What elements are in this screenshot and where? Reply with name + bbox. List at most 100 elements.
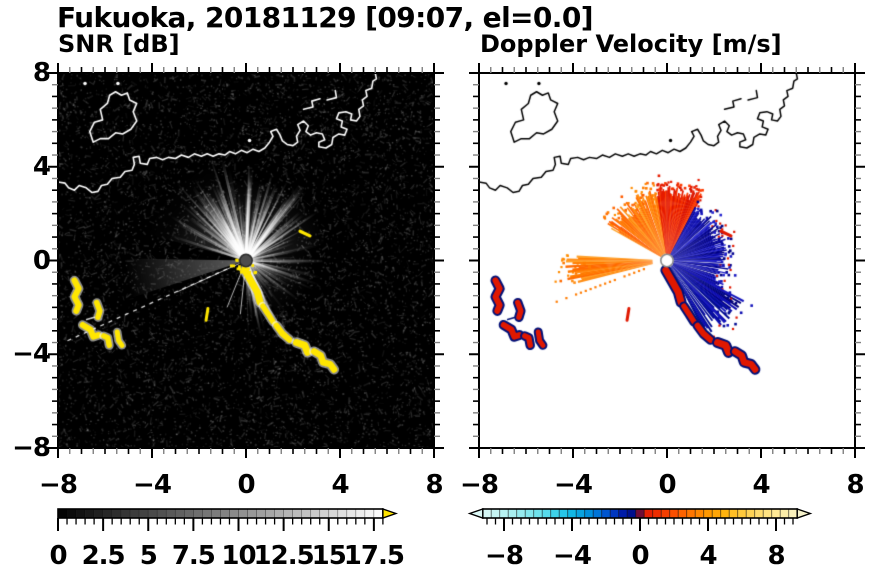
- snr-colorbar-segment: [364, 508, 375, 519]
- snr-colorbar-segment: [292, 508, 303, 519]
- velocity-colorbar-segment: [558, 508, 569, 519]
- velocity-colorbar-segment: [686, 508, 696, 519]
- snr-colorbar-segment: [193, 508, 203, 519]
- snr-colorbar-segment: [202, 508, 212, 519]
- x-tick-label: 0: [658, 470, 676, 500]
- panel-title-snr: SNR [dB]: [58, 30, 180, 58]
- velocity-colorbar-segment: [762, 508, 773, 519]
- snr-colorbar-segment: [57, 508, 68, 519]
- velocity-colorbar-segment: [550, 508, 560, 519]
- snr-colorbar-label: 7.5: [171, 541, 216, 570]
- snr-colorbar-segment: [66, 508, 77, 519]
- snr-colorbar-segment: [238, 508, 248, 519]
- snr-colorbar-segment: [301, 508, 312, 519]
- velocity-colorbar-left-arrow: [467, 508, 484, 519]
- snr-colorbar-label: 15: [311, 541, 347, 570]
- doppler-plot-canvas: [479, 73, 855, 448]
- velocity-colorbar-segment: [677, 508, 688, 519]
- doppler-panel: [479, 73, 855, 448]
- velocity-colorbar-segment: [737, 508, 747, 519]
- y-tick-label: 8: [32, 58, 51, 88]
- snr-colorbar-segment: [174, 508, 185, 519]
- velocity-colorbar-segment: [507, 508, 518, 519]
- velocity-colorbar-outline: [481, 508, 799, 519]
- velocity-colorbar-segment: [533, 508, 543, 519]
- snr-colorbar-label: 12.5: [253, 541, 315, 570]
- x-tick-label: 8: [425, 470, 443, 500]
- velocity-colorbar-segment: [711, 508, 722, 519]
- snr-colorbar-segment: [138, 508, 149, 519]
- snr-colorbar-segment: [337, 508, 348, 519]
- snr-colorbar-segment: [184, 508, 194, 519]
- snr-colorbar-segment: [147, 508, 158, 519]
- x-tick-label: −4: [133, 470, 172, 500]
- velocity-colorbar-segment: [609, 508, 620, 519]
- velocity-colorbar-segment: [626, 508, 637, 519]
- snr-colorbar-overflow-arrow: [382, 508, 399, 519]
- snr-colorbar-segment: [165, 508, 176, 519]
- velocity-colorbar-segment: [584, 508, 594, 519]
- snr-colorbar-segment: [247, 508, 257, 519]
- velocity-colorbar-segment: [618, 508, 628, 519]
- snr-colorbar-segment: [156, 508, 167, 519]
- figure-title: Fukuoka, 20181129 [09:07, el=0.0]: [57, 1, 594, 34]
- velocity-colorbar-label: −8: [485, 541, 524, 570]
- snr-colorbar-segment: [274, 508, 284, 519]
- snr-colorbar-segment: [256, 508, 266, 519]
- snr-colorbar-segment: [211, 508, 221, 519]
- snr-colorbar-segment: [75, 508, 86, 519]
- velocity-colorbar-segment: [635, 508, 645, 519]
- velocity-colorbar-segment: [499, 508, 509, 519]
- snr-colorbar-segment: [283, 508, 293, 519]
- velocity-colorbar-segment: [754, 508, 764, 519]
- snr-colorbar-segment: [111, 508, 122, 519]
- snr-colorbar-segment: [355, 508, 366, 519]
- velocity-colorbar-segment: [745, 508, 756, 519]
- snr-colorbar-segment: [346, 508, 357, 519]
- snr-colorbar-outline: [57, 508, 384, 519]
- velocity-colorbar-segment: [516, 508, 526, 519]
- x-tick-label: −8: [39, 470, 78, 500]
- velocity-colorbar-segment: [771, 508, 781, 519]
- snr-colorbar-label: 0: [49, 541, 67, 570]
- y-tick-label: −8: [12, 433, 51, 463]
- velocity-colorbar-segment: [643, 508, 654, 519]
- snr-colorbar-label: 2.5: [81, 541, 126, 570]
- snr-colorbar-label: 17.5: [343, 541, 405, 570]
- velocity-colorbar-segment: [652, 508, 662, 519]
- velocity-colorbar-segment: [728, 508, 739, 519]
- panel-title-doppler: Doppler Velocity [m/s]: [480, 30, 782, 58]
- velocity-colorbar-segment: [720, 508, 730, 519]
- velocity-colorbar-label: 4: [699, 541, 717, 570]
- velocity-colorbar-segment: [524, 508, 535, 519]
- x-tick-label: −4: [554, 470, 593, 500]
- velocity-colorbar-segment: [482, 508, 492, 519]
- snr-colorbar-segment: [84, 508, 95, 519]
- velocity-colorbar-label: 8: [767, 541, 785, 570]
- snr-colorbar-segment: [310, 508, 321, 519]
- velocity-colorbar-right-arrow: [796, 508, 813, 519]
- y-tick-label: 4: [32, 151, 51, 182]
- velocity-colorbar-segment: [490, 508, 501, 519]
- x-tick-label: 4: [752, 470, 770, 500]
- velocity-colorbar-segment: [660, 508, 671, 519]
- x-tick-label: −8: [460, 470, 499, 500]
- snr-colorbar-segment: [229, 508, 239, 519]
- snr-colorbar-segment: [265, 508, 275, 519]
- velocity-colorbar-label: −4: [553, 541, 592, 570]
- snr-colorbar-label: 5: [139, 541, 158, 570]
- x-tick-label: 8: [846, 470, 864, 500]
- snr-colorbar-segment: [319, 508, 330, 519]
- snr-colorbar-segment: [102, 508, 113, 519]
- snr-colorbar-label: 10: [221, 541, 256, 570]
- velocity-colorbar-segment: [541, 508, 552, 519]
- y-tick-label: −4: [12, 339, 51, 370]
- snr-colorbar-segment: [129, 508, 140, 519]
- velocity-colorbar-segment: [788, 508, 798, 519]
- y-tick-label: 0: [32, 245, 51, 276]
- snr-colorbar-segment: [373, 508, 384, 519]
- velocity-colorbar-segment: [779, 508, 790, 519]
- x-tick-label: 4: [331, 470, 349, 500]
- velocity-colorbar-segment: [601, 508, 611, 519]
